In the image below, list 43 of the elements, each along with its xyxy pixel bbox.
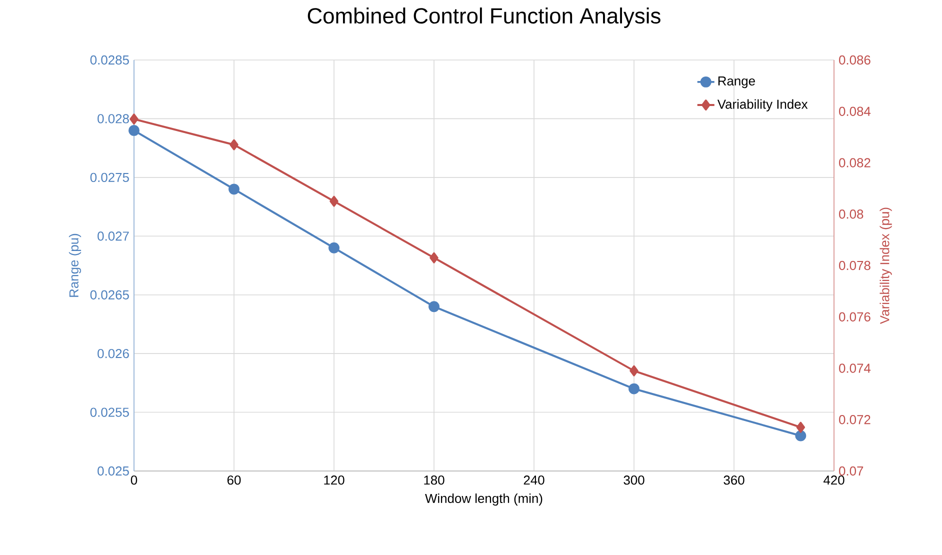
x-tick-label: 120: [324, 476, 344, 485]
y2-tick-label: 0.076: [839, 312, 870, 322]
y-axis-title: Range (pu): [68, 234, 82, 297]
point: [428, 301, 440, 312]
point: [228, 184, 240, 195]
point: [128, 124, 140, 136]
legend-label: Variability Index: [717, 99, 808, 112]
y-tick-label: 0.0285: [90, 55, 129, 65]
point: [795, 430, 806, 442]
y-tick-label: 0.028: [98, 114, 129, 124]
x-tick-label: 300: [624, 476, 644, 485]
point: [630, 365, 638, 376]
x-tick-label: 360: [724, 476, 744, 485]
legend-label: Range: [718, 76, 755, 88]
x-tick-label: 240: [524, 476, 544, 485]
point: [430, 252, 438, 264]
point: [130, 114, 138, 125]
y-tick-label: 0.027: [98, 232, 129, 241]
x-tick-label: 180: [424, 476, 444, 485]
y2-tick-label: 0.07: [839, 466, 864, 476]
y2-tick-label: 0.078: [839, 260, 870, 270]
x-tick-label: 420: [824, 476, 844, 485]
y2-tick-label: 0.084: [839, 106, 871, 116]
point: [628, 383, 640, 394]
y-tick-label: 0.025: [98, 466, 129, 476]
chart-title: Combined Control Function Analysis: [308, 8, 660, 28]
y-tick-label: 0.0275: [90, 172, 129, 182]
y2-tick-label: 0.082: [839, 158, 870, 168]
point: [230, 139, 238, 150]
point: [330, 196, 338, 207]
x-tick-label: 60: [227, 476, 241, 485]
x-tick-label: 0: [130, 476, 138, 485]
y2-tick-label: 0.072: [839, 415, 870, 424]
y-tick-label: 0.0265: [90, 290, 129, 300]
y2-tick-label: 0.074: [839, 364, 871, 373]
x-axis-title: Window length (min): [425, 494, 542, 506]
y2-tick-label: 0.08: [839, 210, 864, 219]
point: [796, 422, 806, 433]
y2-axis-title: Variability Index (pu): [880, 208, 892, 324]
y-tick-label: 0.026: [98, 348, 129, 358]
point: [328, 242, 340, 254]
y2-tick-label: 0.086: [839, 55, 870, 65]
y-tick-label: 0.0255: [90, 408, 129, 417]
